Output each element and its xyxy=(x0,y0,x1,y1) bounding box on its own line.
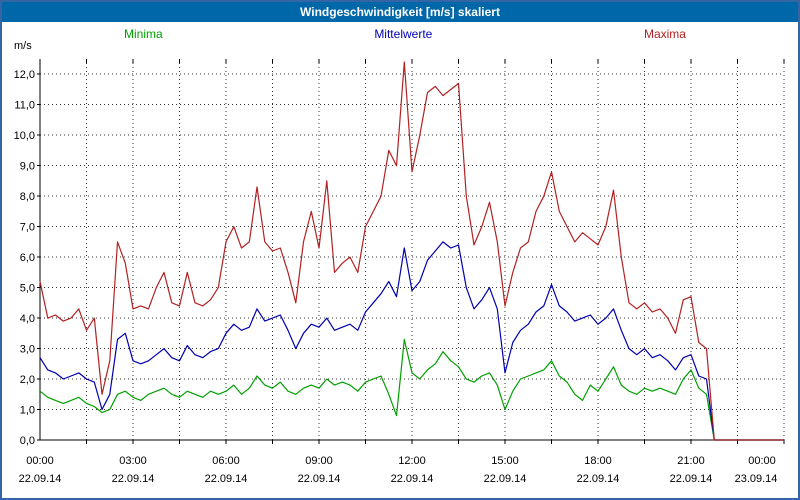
svg-text:0,0: 0,0 xyxy=(20,435,35,447)
svg-text:22.09.14: 22.09.14 xyxy=(112,473,155,485)
svg-text:21:00: 21:00 xyxy=(677,455,705,467)
svg-text:7,0: 7,0 xyxy=(20,222,35,234)
svg-text:03:00: 03:00 xyxy=(119,455,147,467)
svg-text:3,0: 3,0 xyxy=(20,344,35,356)
svg-text:8,0: 8,0 xyxy=(20,191,35,203)
legend-minima: Minima xyxy=(124,27,163,41)
svg-text:00:00: 00:00 xyxy=(26,455,54,467)
svg-text:1,0: 1,0 xyxy=(20,405,35,417)
svg-text:06:00: 06:00 xyxy=(212,455,240,467)
svg-text:22.09.14: 22.09.14 xyxy=(484,473,527,485)
svg-text:22.09.14: 22.09.14 xyxy=(19,473,62,485)
svg-text:2,0: 2,0 xyxy=(20,374,35,386)
svg-text:4,0: 4,0 xyxy=(20,313,35,325)
svg-text:22.09.14: 22.09.14 xyxy=(670,473,713,485)
svg-text:11,0: 11,0 xyxy=(14,100,35,112)
svg-text:9,0: 9,0 xyxy=(20,161,35,173)
svg-text:5,0: 5,0 xyxy=(20,283,35,295)
svg-text:09:00: 09:00 xyxy=(305,455,333,467)
svg-text:15:00: 15:00 xyxy=(491,455,519,467)
svg-text:22.09.14: 22.09.14 xyxy=(577,473,620,485)
svg-text:22.09.14: 22.09.14 xyxy=(205,473,248,485)
svg-text:6,0: 6,0 xyxy=(20,252,35,264)
legend-maxima: Maxima xyxy=(643,27,686,41)
svg-text:22.09.14: 22.09.14 xyxy=(391,473,434,485)
svg-text:12:00: 12:00 xyxy=(398,455,426,467)
y-axis-unit-label: m/s xyxy=(14,40,32,52)
chart-title: Windgeschwindigkeit [m/s] skaliert xyxy=(2,2,798,22)
svg-text:22.09.14: 22.09.14 xyxy=(298,473,341,485)
svg-text:23.09.14: 23.09.14 xyxy=(735,473,778,485)
legend-mittelwerte: Mittelwerte xyxy=(374,27,433,41)
svg-text:10,0: 10,0 xyxy=(14,130,35,142)
svg-text:12,0: 12,0 xyxy=(14,69,35,81)
svg-text:18:00: 18:00 xyxy=(584,455,612,467)
legend: Minima Mittelwerte Maxima xyxy=(2,27,798,41)
svg-text:00:00: 00:00 xyxy=(748,455,776,467)
